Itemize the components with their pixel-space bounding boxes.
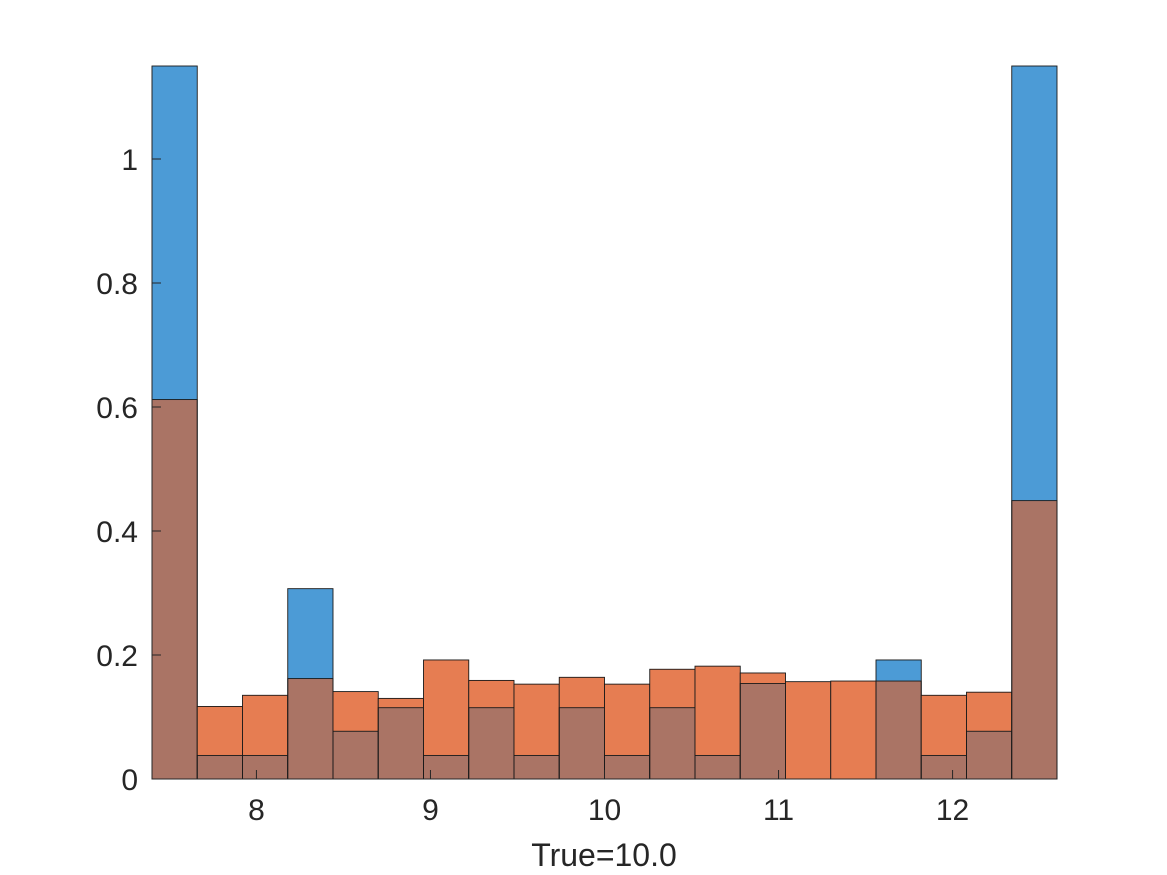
- histogram-bar-overlap: [1011, 500, 1057, 779]
- histogram-bar-overlap: [695, 755, 741, 779]
- y-tick-label: 1: [121, 144, 138, 177]
- histogram-bar-overlap: [152, 399, 198, 779]
- histogram-bar-upper: [242, 695, 288, 756]
- histogram-bar-upper: [514, 684, 560, 756]
- x-tick-label: 9: [422, 794, 439, 827]
- histogram-bar-upper: [830, 681, 876, 779]
- histogram-bar-upper: [695, 666, 741, 756]
- histogram-bar-overlap: [649, 707, 695, 779]
- histogram-bar-overlap: [514, 755, 560, 779]
- histogram-bar-upper: [333, 691, 379, 732]
- histogram-bar-overlap: [468, 707, 514, 779]
- histogram-bar-upper: [378, 698, 424, 708]
- y-tick-label: 0.8: [96, 268, 138, 301]
- histogram-bar-overlap: [876, 681, 922, 779]
- y-tick-label: 0.2: [96, 640, 138, 673]
- histogram-bar-overlap: [559, 707, 605, 779]
- bars-layer: [151, 65, 1058, 780]
- histogram-bar-overlap: [604, 755, 650, 779]
- histogram-bar-overlap: [740, 683, 786, 779]
- histogram-bar-overlap: [242, 755, 288, 779]
- histogram-bar-upper: [604, 684, 650, 756]
- x-tick-label: 10: [588, 794, 621, 827]
- histogram-bar-upper: [921, 695, 967, 756]
- histogram-bar-upper: [287, 588, 333, 679]
- histogram-bar-overlap: [921, 755, 967, 779]
- x-tick-label: 8: [248, 794, 265, 827]
- histogram-bar-upper: [559, 677, 605, 708]
- y-tick-label: 0: [121, 764, 138, 797]
- histogram-bar-overlap: [287, 678, 333, 779]
- histogram-bar-overlap: [197, 755, 243, 779]
- histogram-bar-overlap: [333, 731, 379, 779]
- histogram-bar-upper: [1011, 66, 1057, 501]
- histogram-bar-overlap: [378, 707, 424, 779]
- x-tick-label: 12: [936, 794, 969, 827]
- histogram-bar-upper: [785, 681, 831, 779]
- histogram-bar-upper: [197, 706, 243, 756]
- y-tick-label: 0.4: [96, 516, 138, 549]
- histogram-bar-overlap: [423, 755, 469, 779]
- x-tick-label: 11: [763, 794, 794, 827]
- histogram-bar-upper: [152, 66, 198, 400]
- y-tick-label: 0.6: [96, 392, 138, 425]
- histogram-bar-upper: [876, 659, 922, 682]
- histogram-bar-upper: [468, 680, 514, 708]
- histogram-bar-upper: [740, 672, 786, 684]
- ticks-layer: 8 9 10 11 12 0 0.2 0.4 0.6 0.8 1: [96, 144, 969, 827]
- histogram-bar-upper: [966, 692, 1012, 732]
- histogram-bar-upper: [423, 659, 469, 756]
- histogram-bar-overlap: [966, 731, 1012, 779]
- histogram-bar-upper: [649, 669, 695, 708]
- x-axis-title: True=10.0: [531, 837, 677, 873]
